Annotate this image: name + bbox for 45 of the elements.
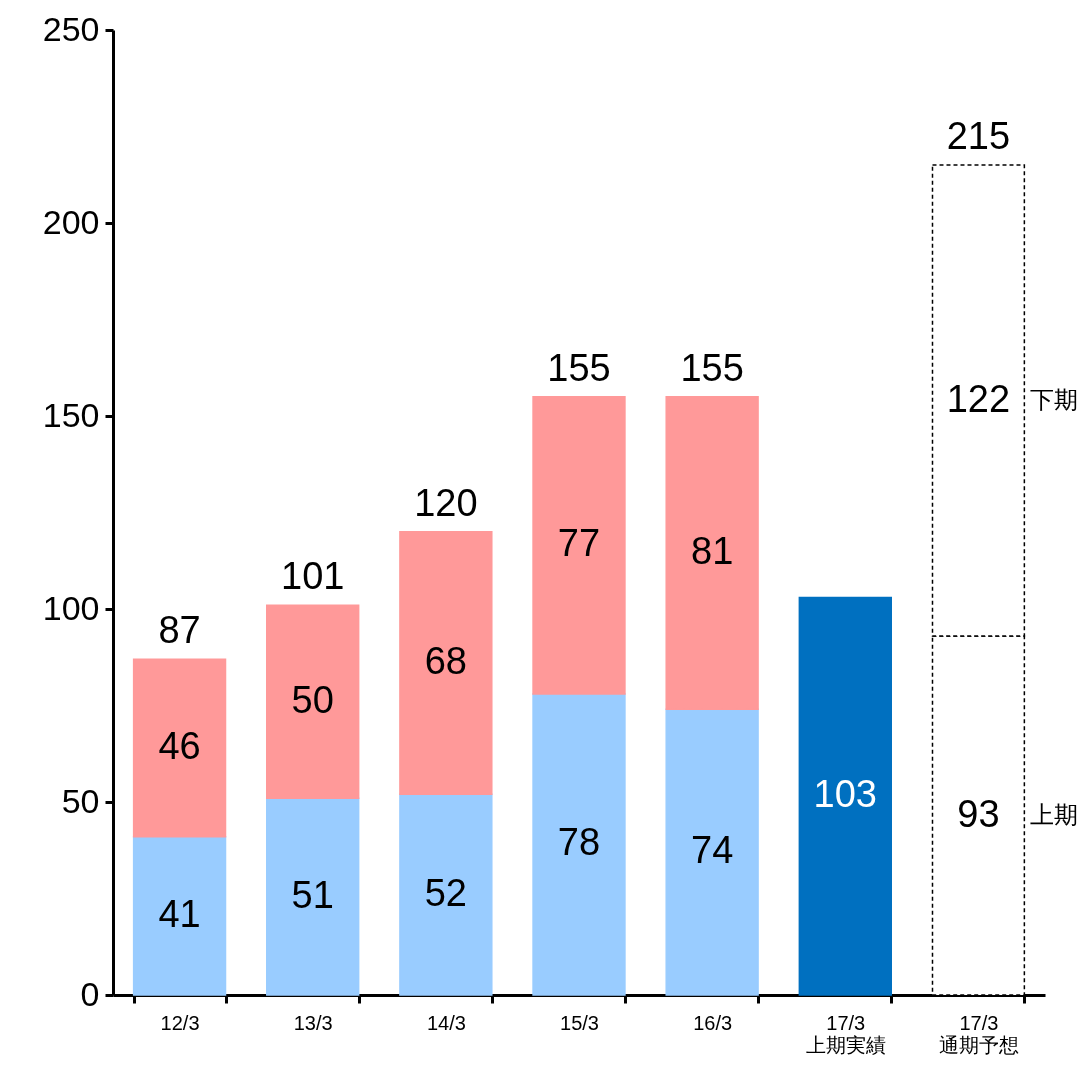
y-tick-label: 100 [42, 588, 100, 627]
data-label: 51 [291, 873, 334, 916]
total-label: 120 [414, 481, 478, 524]
data-label: 93 [957, 792, 1000, 835]
data-label: 41 [158, 892, 201, 935]
bar [132, 835, 227, 996]
data-label: 52 [424, 871, 467, 914]
bar [798, 596, 892, 996]
bar [266, 797, 360, 996]
bar [532, 693, 626, 996]
bar [665, 708, 759, 996]
bar [665, 395, 759, 711]
data-label: 74 [691, 829, 734, 872]
x-tick-label: 15/3 [560, 1011, 599, 1034]
series-label: 上期 [1030, 800, 1079, 828]
data-label: 81 [691, 530, 734, 573]
x-tick-label: 12/3 [160, 1011, 200, 1034]
data-label: 122 [946, 377, 1011, 420]
bar [532, 395, 626, 695]
y-tick-label: 200 [42, 202, 100, 241]
bar [399, 793, 493, 996]
x-tick-label: 17/3 通期予想 [938, 1011, 1019, 1056]
data-label: 46 [158, 724, 201, 767]
total-label: 215 [946, 115, 1011, 158]
y-tick-label: 150 [42, 395, 100, 434]
x-tick-label: 13/3 [293, 1011, 333, 1034]
total-label: 155 [680, 346, 744, 389]
x-tick-label: 14/3 [426, 1011, 466, 1034]
total-label: 87 [158, 609, 201, 652]
data-label: 103 [813, 773, 877, 816]
x-tick-label: 16/3 [693, 1011, 733, 1034]
series-label: 下期 [1030, 385, 1079, 413]
y-tick-label: 0 [80, 974, 100, 1013]
data-label: 50 [291, 678, 334, 721]
y-tick-label: 50 [61, 781, 100, 820]
data-label: 78 [557, 821, 601, 864]
bar [132, 658, 227, 838]
total-label: 155 [547, 346, 611, 389]
y-tick-label: 250 [42, 9, 100, 48]
bar [266, 604, 360, 799]
x-tick-label: 17/3 上期実績 [805, 1011, 886, 1056]
total-label: 101 [281, 555, 345, 598]
data-label: 68 [424, 640, 467, 683]
data-label: 77 [557, 522, 601, 565]
bar [399, 531, 493, 796]
